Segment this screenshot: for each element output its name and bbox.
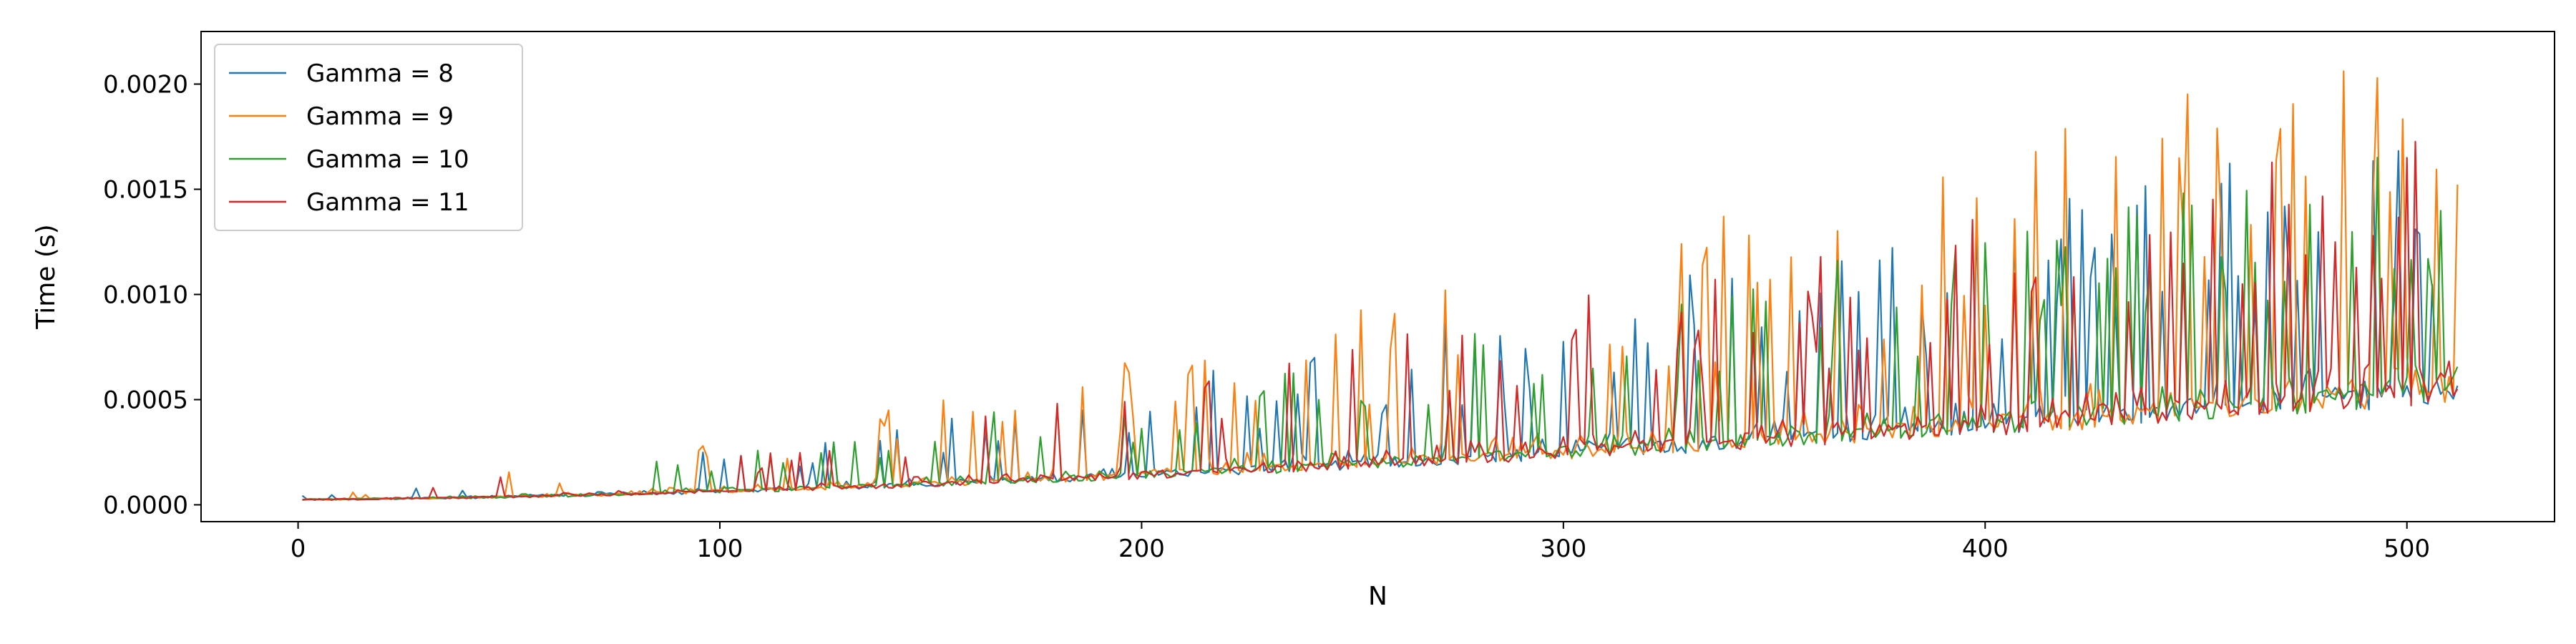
x-tick-label: 200 — [1118, 535, 1165, 563]
x-tick-label: 0 — [291, 535, 306, 563]
x-tick-label: 400 — [1962, 535, 2009, 563]
legend-box — [214, 44, 523, 231]
x-tick-label: 100 — [697, 535, 743, 563]
x-axis-ticks: 0 100 200 300 400 500 — [291, 522, 2430, 563]
y-tick-label: 0.0010 — [103, 280, 188, 309]
legend: Gamma = 8 Gamma = 9 Gamma = 10 Gamma = 11 — [214, 44, 523, 231]
y-tick-label: 0.0020 — [103, 70, 188, 99]
legend-label: Gamma = 11 — [306, 188, 469, 217]
y-tick-label: 0.0015 — [103, 175, 188, 204]
y-tick-label: 0.0005 — [103, 386, 188, 414]
x-axis-label: N — [1368, 582, 1387, 611]
series-layer — [301, 70, 2459, 502]
plot-frame — [200, 31, 2555, 522]
series-line — [302, 140, 2459, 502]
y-axis-ticks: 0.0000 0.0005 0.0010 0.0015 0.0020 — [103, 70, 201, 519]
x-tick-label: 500 — [2384, 535, 2430, 563]
legend-label: Gamma = 9 — [306, 102, 454, 131]
legend-label: Gamma = 10 — [306, 145, 469, 174]
legend-label: Gamma = 8 — [306, 59, 454, 88]
x-tick-label: 300 — [1540, 535, 1586, 563]
y-tick-label: 0.0000 — [103, 491, 188, 519]
y-axis-label: Time (s) — [31, 224, 61, 329]
